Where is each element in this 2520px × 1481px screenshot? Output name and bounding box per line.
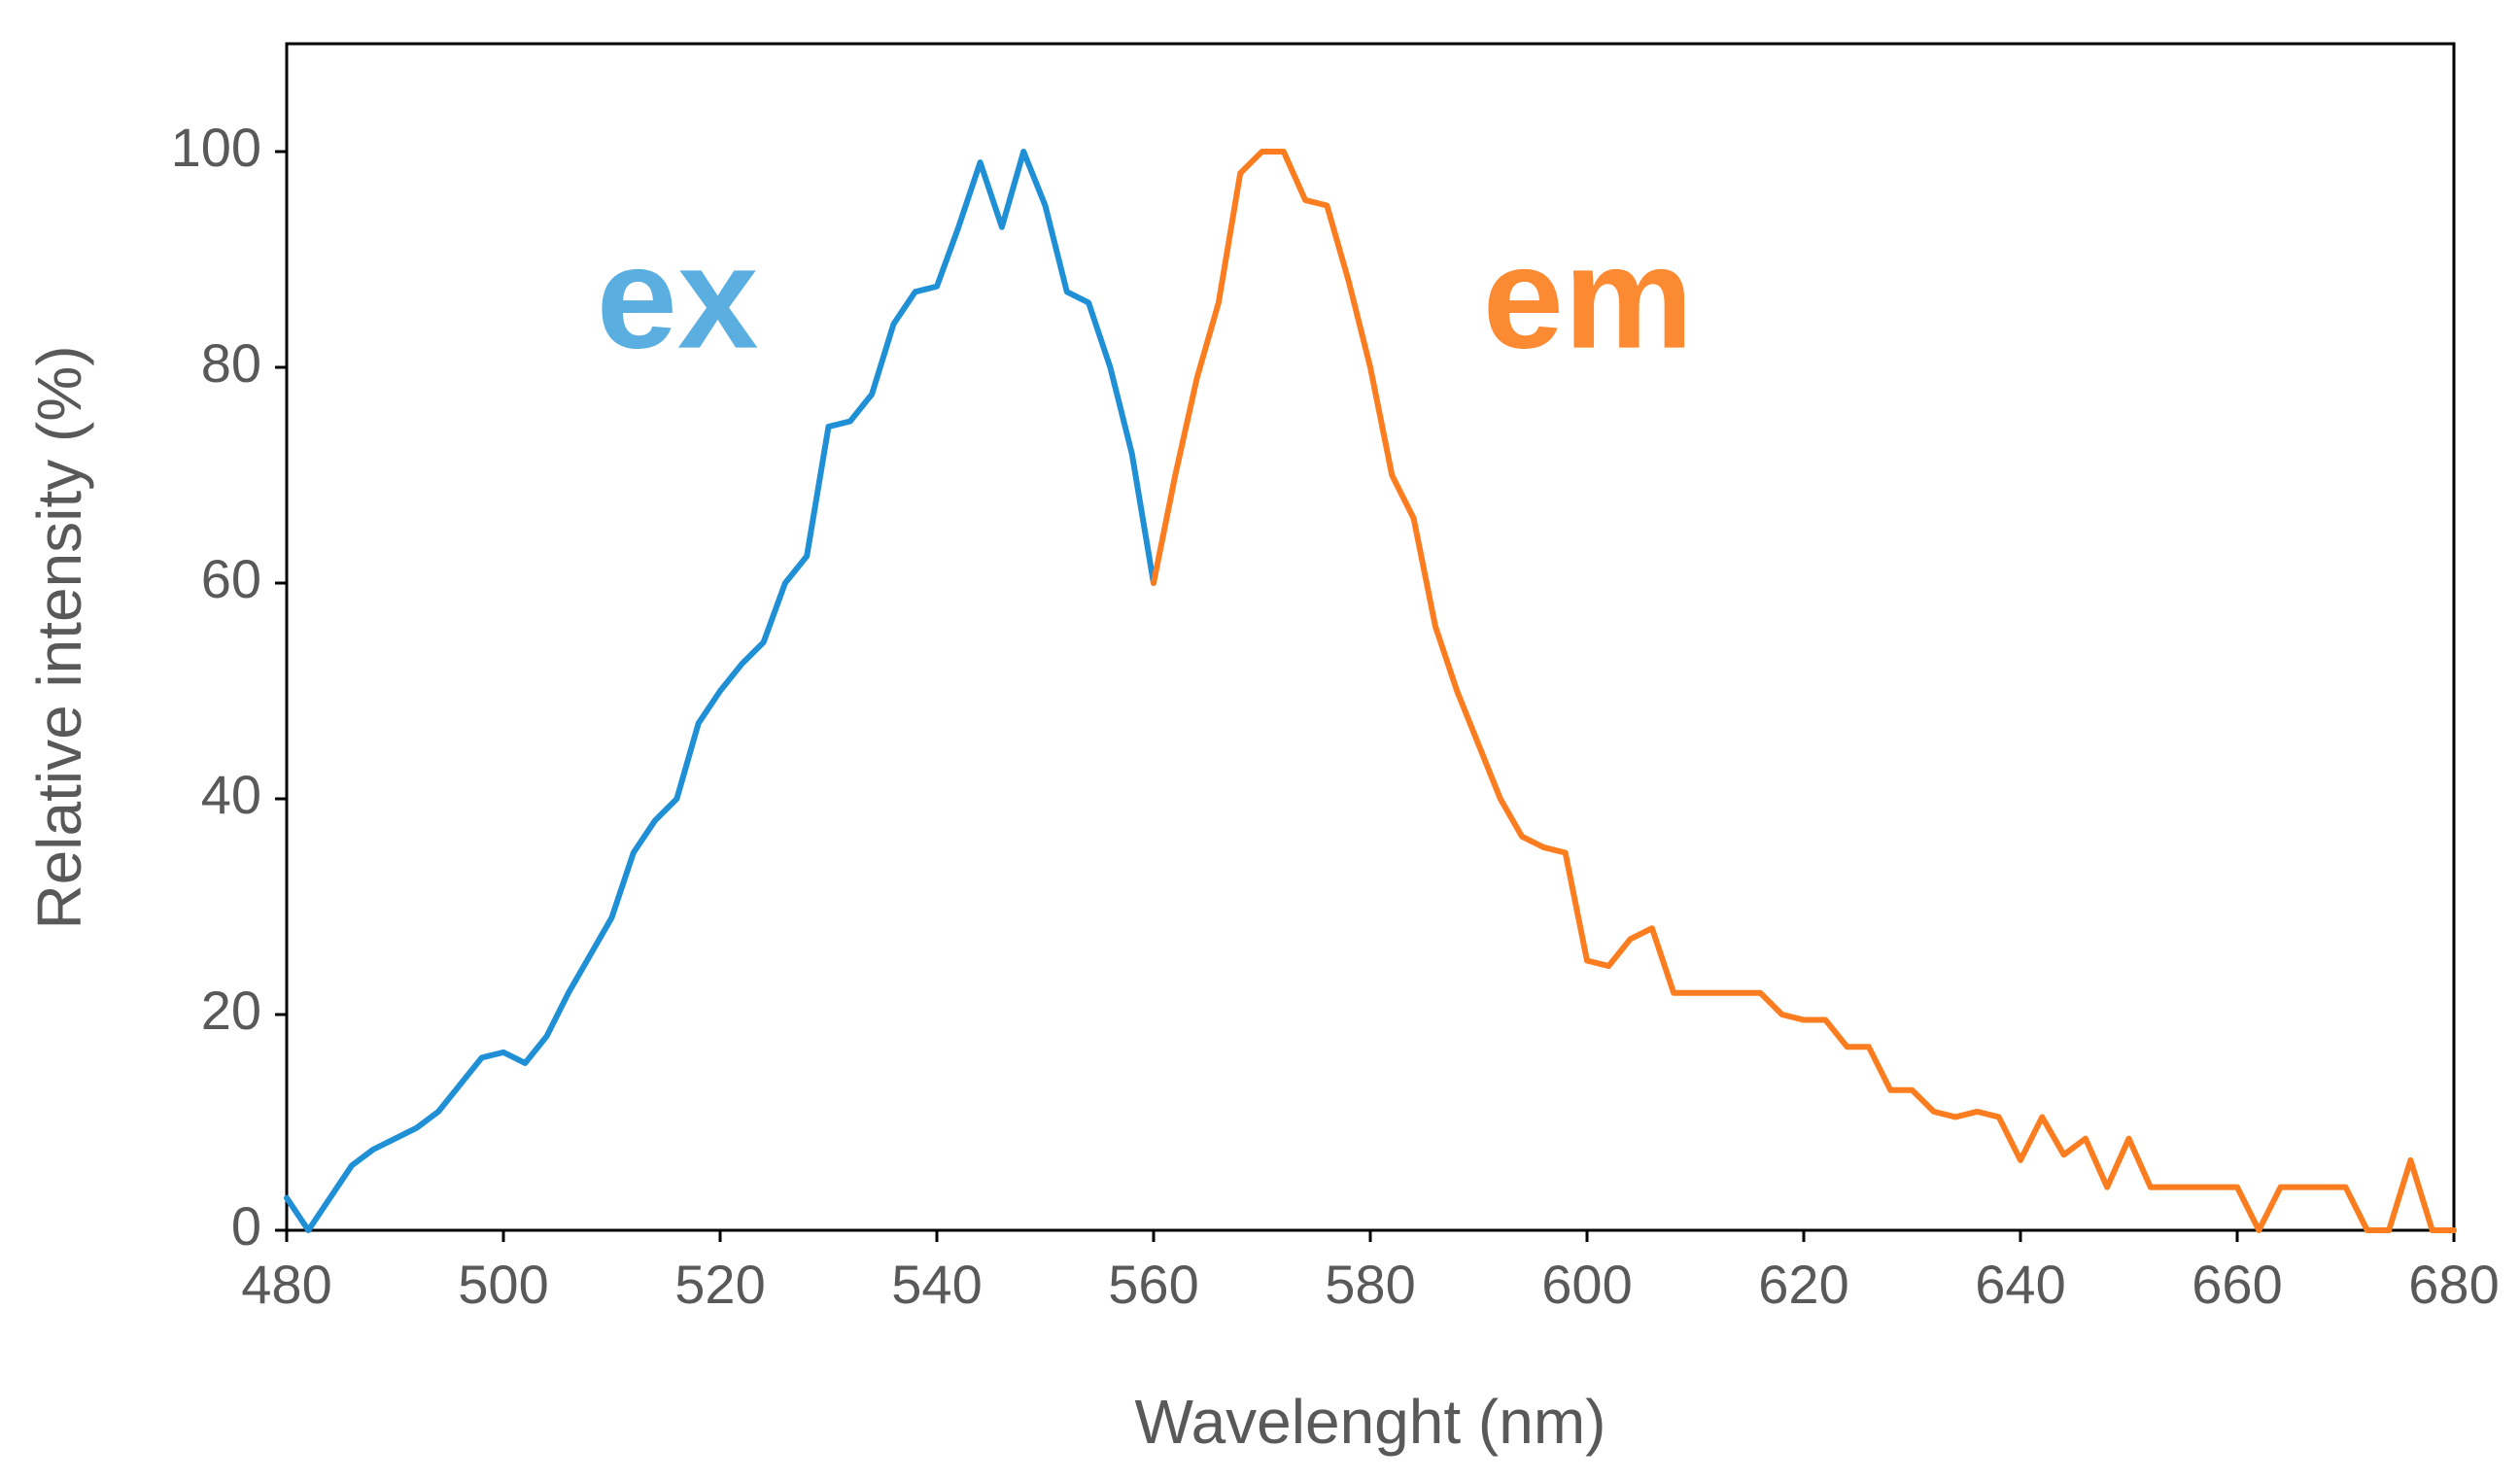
x-tick-label: 580: [1325, 1254, 1415, 1315]
y-tick-label: 40: [201, 764, 261, 825]
x-tick-label: 540: [891, 1254, 982, 1315]
x-tick-label: 640: [1975, 1254, 2065, 1315]
x-tick-label: 680: [2408, 1254, 2499, 1315]
y-tick-label: 80: [201, 332, 261, 394]
x-tick-label: 560: [1108, 1254, 1198, 1315]
x-tick-label: 620: [1758, 1254, 1848, 1315]
y-axis-label: Relative intensity (%): [24, 345, 94, 929]
y-tick-label: 0: [231, 1195, 261, 1257]
x-axis-label: Wavelenght (nm): [1135, 1387, 1606, 1457]
x-tick-label: 520: [674, 1254, 765, 1315]
series-annotation: ex: [597, 216, 759, 379]
x-tick-label: 500: [458, 1254, 548, 1315]
series-line: [284, 149, 1156, 1233]
x-tick-label: 660: [2192, 1254, 2282, 1315]
y-tick-label: 60: [201, 548, 261, 609]
series-annotation: em: [1483, 216, 1694, 379]
y-tick-label: 100: [171, 117, 261, 178]
x-tick-label: 480: [241, 1254, 331, 1315]
x-tick-label: 600: [1541, 1254, 1632, 1315]
series-line: [1151, 149, 2457, 1233]
y-tick-label: 20: [201, 980, 261, 1041]
